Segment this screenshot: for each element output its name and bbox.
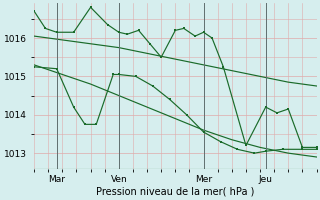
X-axis label: Pression niveau de la mer( hPa ): Pression niveau de la mer( hPa ): [96, 187, 254, 197]
